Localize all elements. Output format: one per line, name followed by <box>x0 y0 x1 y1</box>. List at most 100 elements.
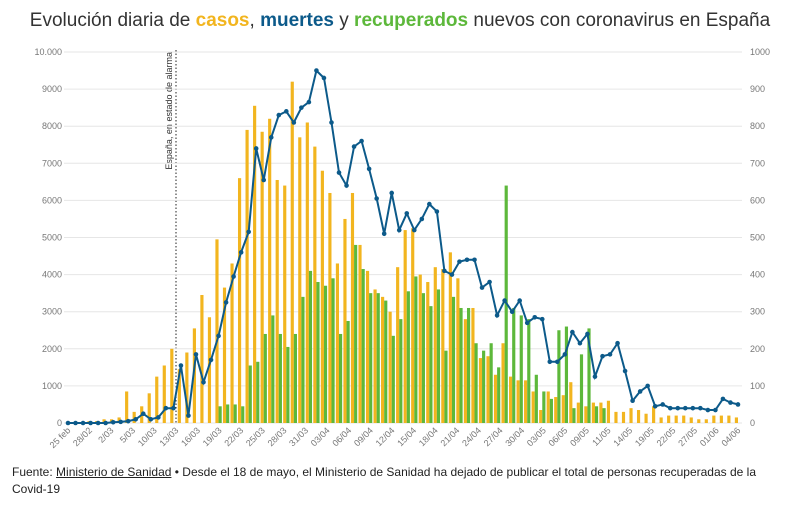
y2-tick-label: 100 <box>750 381 765 391</box>
deaths-point <box>607 352 613 357</box>
bar <box>132 411 136 423</box>
deaths-point <box>487 279 492 285</box>
bar <box>508 376 513 423</box>
bar <box>248 365 252 423</box>
bar <box>293 333 298 423</box>
bar <box>286 346 290 423</box>
bar <box>652 406 656 423</box>
annotation: España, en estado de alarma <box>164 52 174 170</box>
bar <box>271 315 275 423</box>
footer-link[interactable]: Ministerio de Sanidad <box>56 465 172 479</box>
bar <box>369 293 373 423</box>
deaths-point <box>713 407 718 413</box>
deaths-point <box>555 359 560 365</box>
bar <box>253 105 257 424</box>
bar <box>667 415 671 423</box>
deaths-point <box>351 144 357 149</box>
bar <box>346 320 350 423</box>
bar <box>388 311 392 423</box>
bar <box>399 319 403 423</box>
bar <box>411 228 415 423</box>
deaths-point <box>457 259 462 264</box>
x-tick-label: 27/04 <box>482 425 505 448</box>
bar <box>125 391 129 423</box>
deaths-point <box>637 389 643 394</box>
deaths-point <box>329 120 334 125</box>
bar <box>549 398 553 423</box>
deaths-point <box>660 402 666 407</box>
x-tick-label: 28/03 <box>266 425 289 448</box>
title-part: y <box>333 10 355 31</box>
x-tick-label: 03/05 <box>525 425 548 448</box>
bar <box>478 358 483 423</box>
bar <box>606 400 611 423</box>
bar <box>614 411 618 423</box>
bar <box>147 393 151 423</box>
deaths-point <box>306 99 312 105</box>
title-part: muertes <box>260 10 334 31</box>
bar <box>162 365 166 423</box>
x-tick-label: 5/03 <box>118 425 137 444</box>
deaths-point <box>284 109 289 114</box>
deaths-point <box>509 309 515 315</box>
title-part: Evolución diaria de <box>29 10 196 31</box>
x-tick-label: 19/05 <box>633 425 656 448</box>
bar <box>444 350 448 423</box>
deaths-point <box>690 405 696 411</box>
bar <box>421 293 425 423</box>
x-tick-label: 18/04 <box>417 425 440 448</box>
bar <box>474 343 478 423</box>
x-tick-label: 15/04 <box>395 425 418 448</box>
deaths-point <box>178 363 184 368</box>
bar <box>501 343 505 423</box>
bar <box>587 328 591 423</box>
x-tick-label: 13/03 <box>157 425 180 448</box>
bar <box>727 415 731 423</box>
x-tick-label: 31/03 <box>287 425 310 448</box>
bar <box>599 402 603 423</box>
deaths-point <box>201 379 206 385</box>
bar <box>373 289 377 423</box>
deaths-point <box>615 340 620 346</box>
bar <box>301 296 305 423</box>
bar <box>155 376 159 423</box>
bar <box>441 269 445 423</box>
bar <box>376 293 380 423</box>
deaths-point <box>645 383 650 389</box>
y-tick-label: 2000 <box>42 344 62 354</box>
bar <box>644 413 648 423</box>
deaths-point <box>374 196 379 201</box>
deaths-point <box>434 209 440 214</box>
deaths-point <box>163 405 169 411</box>
deaths-point <box>366 166 372 172</box>
deaths-point <box>314 68 319 73</box>
deaths-point <box>652 404 658 409</box>
bar <box>237 178 242 423</box>
x-tick-label: 09/05 <box>568 425 591 448</box>
bar <box>207 317 212 423</box>
y-tick-label: 1000 <box>42 381 62 391</box>
x-tick-label: 21/04 <box>438 425 461 448</box>
deaths-point <box>65 420 71 426</box>
x-tick-label: 04/06 <box>719 425 742 448</box>
x-tick-label: 10/03 <box>136 425 159 448</box>
bar <box>719 415 723 423</box>
bar <box>489 343 493 423</box>
bar <box>268 118 272 423</box>
deaths-point <box>600 353 605 359</box>
bar <box>486 356 490 423</box>
bar <box>102 419 106 423</box>
deaths-point <box>524 320 530 326</box>
y2-tick-label: 0 <box>750 418 755 428</box>
y-tick-label: 5000 <box>42 233 62 243</box>
deaths-point <box>216 333 221 339</box>
bar <box>704 419 708 423</box>
bar <box>365 270 370 423</box>
deaths-point <box>562 352 568 357</box>
bar <box>414 276 418 423</box>
bar <box>519 315 523 423</box>
bar <box>177 369 181 423</box>
bar <box>230 263 234 423</box>
bar <box>516 380 520 423</box>
bar <box>339 333 343 423</box>
